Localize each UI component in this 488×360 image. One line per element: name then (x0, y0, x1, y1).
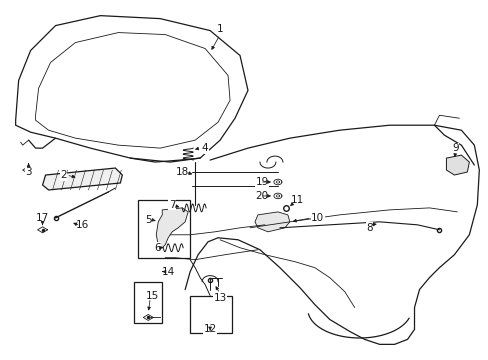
Polygon shape (42, 168, 122, 190)
Text: 17: 17 (36, 213, 49, 223)
Text: 3: 3 (25, 167, 32, 177)
Text: 9: 9 (451, 143, 458, 153)
Polygon shape (156, 208, 188, 248)
Text: 4: 4 (202, 143, 208, 153)
Polygon shape (254, 212, 289, 232)
Text: 8: 8 (366, 223, 372, 233)
Text: 6: 6 (154, 243, 160, 253)
Text: 11: 11 (291, 195, 304, 205)
Text: 19: 19 (255, 177, 268, 187)
Text: 13: 13 (213, 293, 226, 302)
Text: 5: 5 (144, 215, 151, 225)
Text: 7: 7 (168, 200, 175, 210)
Text: 15: 15 (145, 291, 159, 301)
Text: 2: 2 (60, 170, 67, 180)
Text: 12: 12 (203, 324, 216, 334)
Text: 18: 18 (175, 167, 188, 177)
Text: 14: 14 (161, 267, 175, 276)
Text: 1: 1 (216, 24, 223, 33)
Text: 10: 10 (310, 213, 324, 223)
Text: 20: 20 (255, 191, 268, 201)
Text: 16: 16 (76, 220, 89, 230)
Polygon shape (446, 155, 468, 175)
